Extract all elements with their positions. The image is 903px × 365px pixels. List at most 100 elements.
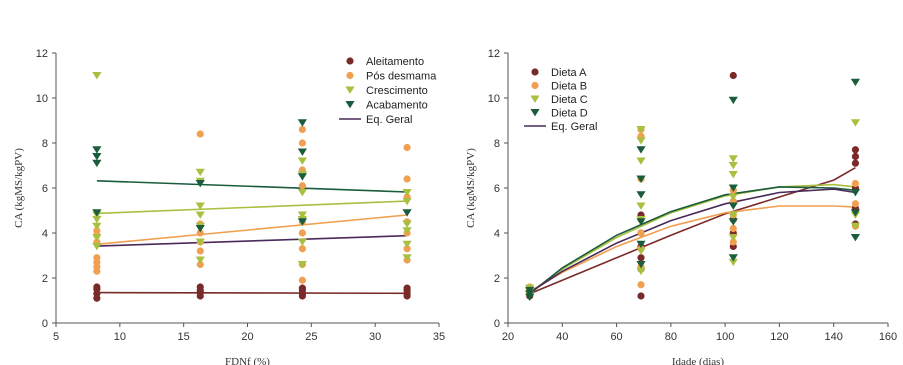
trend-line <box>529 186 856 295</box>
legend-label: Acabamento <box>366 100 428 112</box>
legend-label: Dieta B <box>551 81 587 93</box>
legend-swatch <box>530 95 540 103</box>
data-point <box>728 218 738 226</box>
x-axis-title: FDNf (%) <box>225 356 270 365</box>
x-tick-label: 30 <box>369 331 381 343</box>
data-point <box>297 189 307 197</box>
x-tick-label: 20 <box>241 331 253 343</box>
data-point <box>402 240 412 249</box>
data-point <box>402 220 412 228</box>
data-point <box>93 283 101 291</box>
trend-line <box>529 205 856 293</box>
trend-line <box>96 200 408 215</box>
data-point <box>850 222 861 231</box>
data-point <box>297 148 307 156</box>
data-point <box>92 209 102 217</box>
data-point <box>195 211 205 219</box>
data-point <box>636 247 646 255</box>
data-point <box>92 234 102 242</box>
data-point <box>636 157 646 165</box>
data-point <box>636 267 646 276</box>
trend-line <box>96 234 408 247</box>
data-point <box>728 171 738 179</box>
data-point <box>297 238 307 246</box>
data-point <box>728 258 738 267</box>
data-point <box>728 202 738 210</box>
legend-label: Eq. Geral <box>366 114 412 126</box>
y-tick-label: 8 <box>42 138 48 150</box>
data-point <box>92 159 102 168</box>
data-point <box>297 218 307 226</box>
data-point <box>636 175 646 183</box>
x-tick-label: 40 <box>556 331 568 343</box>
data-point <box>402 198 412 206</box>
data-point <box>850 119 861 127</box>
y-tick-label: 6 <box>42 183 48 195</box>
data-point <box>402 254 412 262</box>
data-point <box>93 227 101 235</box>
data-point <box>92 153 102 161</box>
trend-line <box>96 291 408 295</box>
y-tick-label: 0 <box>494 318 500 330</box>
x-axis-title: Idade (dias) <box>672 356 725 365</box>
x-tick-label: 20 <box>502 331 514 343</box>
data-point <box>850 78 861 87</box>
data-point <box>850 234 861 242</box>
data-point <box>195 168 205 177</box>
data-point <box>196 260 204 269</box>
legend-swatch <box>346 71 354 80</box>
data-point <box>637 229 645 237</box>
data-point <box>403 175 411 183</box>
x-tick-label: 160 <box>879 331 897 343</box>
data-point <box>851 146 860 154</box>
legend-label: Dieta C <box>551 94 588 106</box>
data-point <box>196 247 204 255</box>
data-point <box>297 157 307 165</box>
data-point <box>636 202 646 210</box>
y-axis-title: CA (kgMS/kgPV) <box>13 148 25 228</box>
x-tick-label: 60 <box>610 331 622 343</box>
y-tick-label: 6 <box>494 183 500 195</box>
data-point <box>851 200 860 208</box>
y-tick-label: 12 <box>36 48 48 60</box>
data-point <box>92 243 102 251</box>
trend-line <box>529 183 856 294</box>
legend-swatch <box>346 57 354 65</box>
data-point <box>298 139 306 147</box>
data-point <box>403 245 411 253</box>
data-point <box>636 218 646 226</box>
chart-panel-right: 0 2 4 6 8 10 12 20 40 60 80 100 120 140 160 Idade (dias… <box>465 48 897 365</box>
chart-panel-left: 0 2 4 6 8 10 12 5 10 15 20 25 30 35 FDNf (%) CA (kgMS/k… <box>13 48 445 365</box>
data-point <box>636 191 646 199</box>
legend-label: Crescimento <box>366 85 428 97</box>
data-point <box>297 211 307 219</box>
legend-swatch <box>345 86 355 94</box>
data-point <box>298 284 306 292</box>
data-point <box>728 193 738 201</box>
x-tick-label: 120 <box>770 331 788 343</box>
data-point <box>298 125 306 134</box>
y-tick-label: 10 <box>36 93 48 105</box>
y-tick-label: 2 <box>42 273 48 285</box>
data-point <box>298 229 306 237</box>
data-point <box>636 240 646 249</box>
data-point <box>92 146 102 154</box>
y-axis-title: CA (kgMS/kgPV) <box>465 148 477 228</box>
data-point <box>402 227 412 235</box>
data-point <box>728 96 738 105</box>
x-tick-label: 100 <box>716 331 734 343</box>
data-point <box>92 72 102 80</box>
legend-swatch <box>531 68 539 76</box>
data-point <box>196 283 204 291</box>
data-point <box>195 202 205 210</box>
y-tick-label: 8 <box>494 138 500 150</box>
data-point <box>402 209 412 217</box>
x-tick-label: 15 <box>178 331 190 343</box>
legend-label: Aleitamento <box>366 56 424 68</box>
data-point <box>636 146 646 154</box>
trend-line <box>96 214 408 246</box>
data-point <box>196 130 204 138</box>
legend-swatch <box>530 109 540 117</box>
legend-swatch <box>531 81 539 90</box>
data-point <box>636 261 646 269</box>
